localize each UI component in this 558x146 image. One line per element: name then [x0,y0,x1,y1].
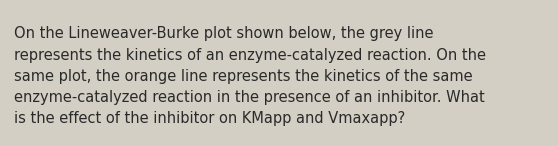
Text: On the Lineweaver-Burke plot shown below, the grey line
represents the kinetics : On the Lineweaver-Burke plot shown below… [14,26,486,126]
